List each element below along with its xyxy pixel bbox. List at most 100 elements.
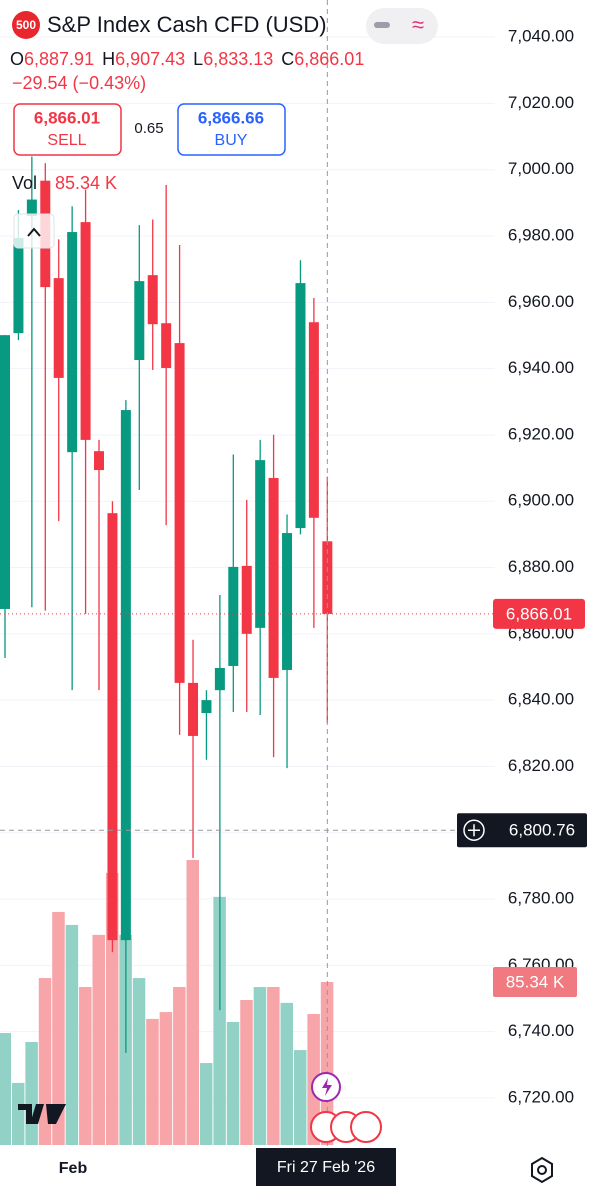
volume-bar	[132, 978, 146, 1145]
volume-bar	[213, 896, 226, 1145]
candle-body	[134, 281, 145, 361]
flag-icon[interactable]	[350, 1111, 382, 1143]
candle-body	[255, 460, 266, 628]
badge-text: 500	[16, 18, 36, 32]
candle-body	[295, 283, 306, 529]
settings-dot[interactable]	[537, 1165, 547, 1175]
volume-bar	[65, 924, 79, 1145]
candle-body	[282, 533, 293, 670]
add-alert-icon[interactable]	[463, 819, 485, 841]
y-tick-label: 6,720.00	[508, 1087, 574, 1106]
y-tick-label: 6,880.00	[508, 557, 574, 576]
candle-body	[67, 232, 78, 453]
overlay: 6,866.01 6,800.76 85.34 K	[0, 0, 587, 1146]
volume-bar	[253, 987, 267, 1145]
volume-pane	[0, 860, 334, 1145]
l-label: L	[193, 49, 203, 69]
volume-bar	[240, 1000, 253, 1145]
sell-label[interactable]: SELL	[47, 132, 86, 149]
candle-body	[214, 667, 225, 691]
candle-body	[107, 513, 118, 941]
candle-body	[268, 478, 279, 678]
collapse-button[interactable]	[13, 213, 55, 249]
symbol-title[interactable]: S&P Index Cash CFD (USD)	[47, 12, 327, 37]
change: −29.54 (−0.43%)	[12, 73, 146, 93]
collapse-icon[interactable]	[27, 227, 41, 237]
sell-button[interactable]	[13, 103, 122, 156]
volume-bar	[52, 911, 65, 1145]
volume-tag	[493, 966, 577, 997]
volume-bar	[0, 1033, 11, 1145]
candle-body	[308, 322, 319, 518]
volume-bar	[105, 872, 119, 1145]
candle-body	[201, 700, 212, 714]
ohlc: O6,887.91 H6,907.43 L6,833.13 C6,866.01	[10, 49, 364, 69]
volume-bar	[226, 1021, 240, 1145]
badge	[12, 11, 40, 39]
toggle-wave[interactable]: ≈	[412, 12, 424, 37]
y-tick-label: 7,040.00	[508, 27, 574, 46]
last-price-label: 6,866.01	[506, 604, 572, 623]
logo	[18, 1104, 66, 1124]
settings-icon[interactable]	[531, 1156, 553, 1184]
candle-body	[174, 343, 185, 683]
x-label: Feb	[59, 1160, 88, 1177]
toggle-pill[interactable]	[366, 8, 438, 44]
volume-bar	[199, 1063, 213, 1145]
y-tick-label: 6,960.00	[508, 292, 574, 311]
y-tick-label: 7,000.00	[508, 159, 574, 178]
toggle-off[interactable]	[374, 22, 390, 28]
buy-label[interactable]: BUY	[215, 132, 248, 149]
buy-button[interactable]	[177, 103, 286, 156]
y-tick-label: 6,740.00	[508, 1021, 574, 1040]
h-value: 6,907.43	[115, 49, 185, 69]
volume-tag-label: 85.34 K	[506, 972, 565, 991]
settings-hex[interactable]	[531, 1156, 553, 1184]
candle-body	[13, 238, 24, 334]
volume-bar	[11, 1082, 25, 1145]
candle-body	[228, 566, 239, 666]
buy-price[interactable]: 6,866.66	[198, 108, 264, 127]
crosshair-tag	[457, 813, 587, 848]
y-tick-label: 6,940.00	[508, 358, 574, 377]
add-alert-plus[interactable]	[468, 824, 480, 837]
volume-bar	[79, 987, 92, 1145]
candles	[0, 156, 333, 1053]
volume-bar	[186, 860, 200, 1145]
candle-body	[120, 410, 131, 941]
volume-bar	[25, 1042, 38, 1145]
c-label: C	[281, 49, 294, 69]
y-tick-label: 6,840.00	[508, 690, 574, 709]
candle-body	[161, 323, 172, 368]
spread: 0.65	[134, 120, 163, 137]
y-tick-label: 7,020.00	[508, 93, 574, 112]
candle-body	[80, 222, 91, 440]
volume-bar	[146, 1018, 159, 1145]
volume-bar	[173, 987, 186, 1145]
sell-price[interactable]: 6,866.01	[34, 108, 100, 127]
y-tick-label: 6,900.00	[508, 491, 574, 510]
candle-body	[94, 451, 105, 471]
y-tick-label: 6,820.00	[508, 756, 574, 775]
candle-body	[188, 682, 199, 736]
volume-bar	[38, 978, 52, 1145]
x-crosshair-label: Fri 27 Feb '26	[277, 1159, 375, 1176]
volume-bar	[293, 1050, 307, 1145]
candle-body	[0, 335, 10, 609]
h-label: H	[102, 49, 115, 69]
l-value: 6,833.13	[203, 49, 273, 69]
o-label: O	[10, 49, 24, 69]
c-value: 6,866.01	[294, 49, 364, 69]
o-value: 6,887.91	[24, 49, 94, 69]
volume-bar	[280, 1002, 294, 1145]
candle-body	[241, 565, 252, 634]
candle-body	[26, 199, 37, 217]
x-crosshair-tag	[256, 1148, 396, 1186]
volume-bar	[267, 987, 280, 1145]
vol-label: Vol	[12, 173, 37, 193]
candle-body	[53, 278, 64, 378]
crosshair-label: 6,800.76	[509, 821, 575, 840]
event-bolt[interactable]	[322, 1078, 332, 1096]
candle-body	[147, 275, 158, 325]
